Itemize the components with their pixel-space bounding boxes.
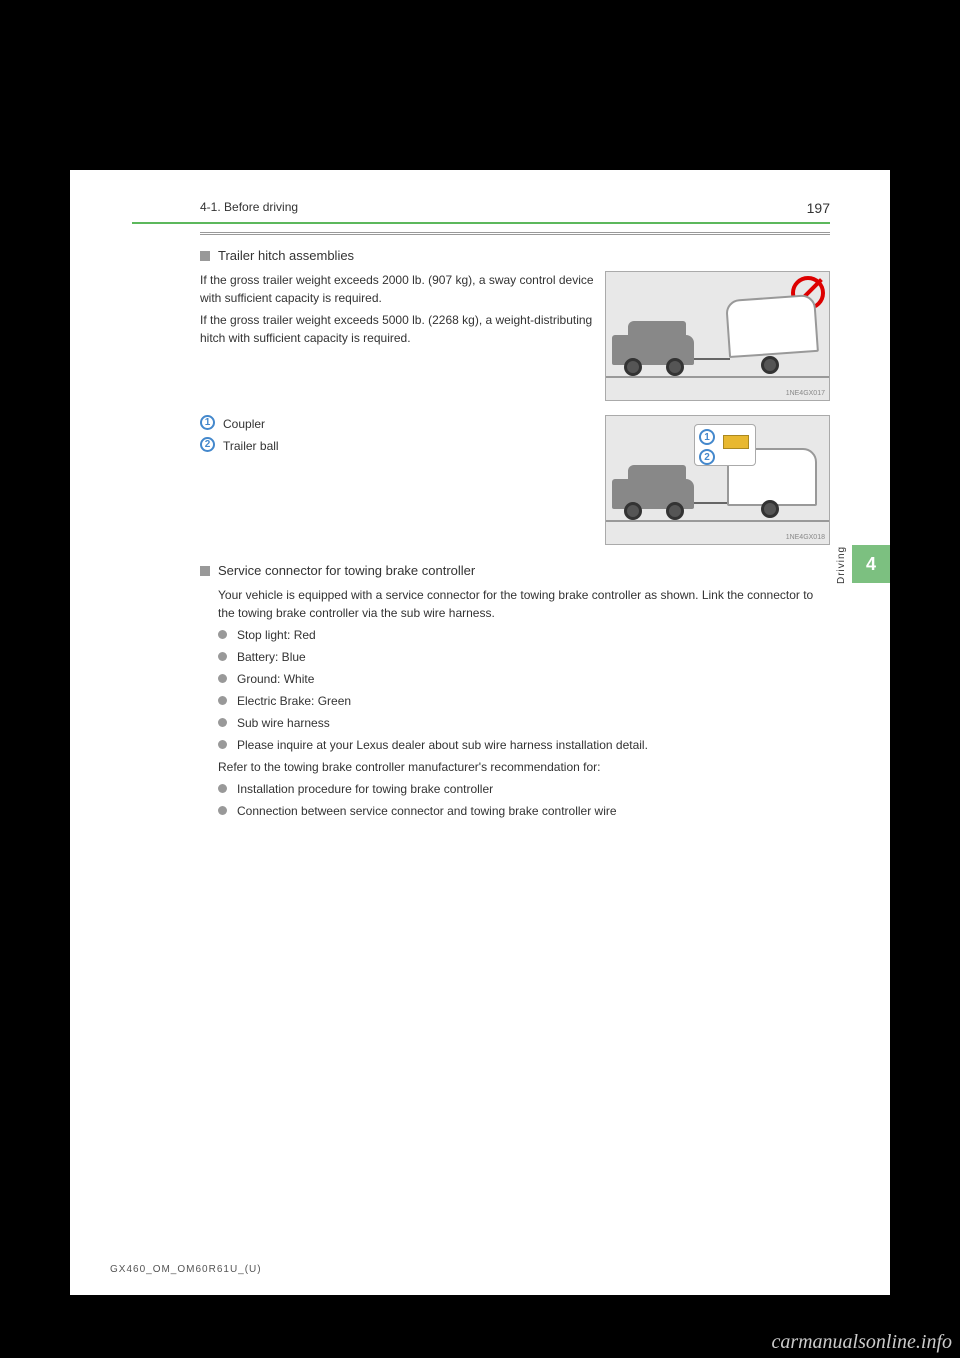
circle-number-icon: 1 [200, 415, 215, 430]
round-bullet-icon [218, 652, 227, 661]
callout-number-icon: 2 [699, 449, 715, 465]
diagram-label: 1NE4GX018 [786, 534, 825, 541]
section-1-row-2: 1 Coupler 2 Trailer ball [200, 415, 830, 551]
list-item: Installation procedure for towing brake … [218, 780, 830, 798]
vehicle-wheel [624, 358, 642, 376]
manual-page: 197 4-1. Before driving Trailer hitch as… [70, 170, 890, 1295]
paragraph: If the gross trailer weight exceeds 2000… [200, 271, 595, 307]
vehicle-wheel [666, 358, 684, 376]
square-bullet-icon [200, 251, 210, 261]
diagram-label: 1NE4GX017 [786, 390, 825, 397]
trailer-body [725, 294, 819, 358]
numbered-label: Trailer ball [223, 437, 279, 455]
round-bullet-icon [218, 630, 227, 639]
callout-bubble: 1 2 [694, 424, 756, 466]
list-item: Please inquire at your Lexus dealer abou… [218, 736, 830, 754]
round-bullet-icon [218, 674, 227, 683]
round-bullet-icon [218, 806, 227, 815]
list-item: Stop light: Red [218, 626, 830, 644]
list-item: Battery: Blue [218, 648, 830, 666]
paragraph: If the gross trailer weight exceeds 5000… [200, 311, 595, 347]
section-1-text-2: 1 Coupler 2 Trailer ball [200, 415, 595, 551]
page-number: 197 [807, 200, 830, 216]
footer-document-id: GX460_OM_OM60R61U_(U) [110, 1264, 262, 1275]
section-2-header: Service connector for towing brake contr… [200, 563, 830, 578]
round-bullet-icon [218, 718, 227, 727]
chapter-tab-label: Driving [836, 546, 847, 584]
bullet-text: Installation procedure for towing brake … [237, 780, 493, 798]
callout-number-icon: 1 [699, 429, 715, 445]
round-bullet-icon [218, 784, 227, 793]
diagram-hitch: 1 2 1NE4GX018 [605, 415, 830, 545]
breadcrumb: 4-1. Before driving [200, 200, 298, 214]
section-2-intro: Your vehicle is equipped with a service … [218, 586, 830, 622]
section-1-text-1: If the gross trailer weight exceeds 2000… [200, 271, 595, 407]
hitch-line [694, 358, 730, 360]
vehicle-roof [628, 321, 686, 335]
diagram-2-container: 1 2 1NE4GX018 [605, 415, 830, 551]
section-1-header: Trailer hitch assemblies [200, 248, 830, 263]
bullet-text: Ground: White [237, 670, 314, 688]
page-header: 197 4-1. Before driving [70, 200, 890, 230]
trailer-wheel [761, 500, 779, 518]
section-1-row-1: If the gross trailer weight exceeds 2000… [200, 271, 830, 407]
bullet-text: Electric Brake: Green [237, 692, 351, 710]
bullet-text: Battery: Blue [237, 648, 306, 666]
list-item: Ground: White [218, 670, 830, 688]
diagram-1-container: 1NE4GX017 [605, 271, 830, 407]
bullet-text: Please inquire at your Lexus dealer abou… [237, 736, 648, 754]
list-item: Sub wire harness [218, 714, 830, 732]
numbered-item-2: 2 Trailer ball [200, 437, 595, 455]
square-bullet-icon [200, 566, 210, 576]
hitch-coupler [723, 435, 749, 449]
numbered-label: Coupler [223, 415, 265, 433]
hitch-line [694, 502, 730, 504]
section-2-refer: Refer to the towing brake controller man… [218, 758, 830, 776]
list-item: Electric Brake: Green [218, 692, 830, 710]
header-double-rule [200, 232, 830, 235]
watermark: carmanualsonline.info [771, 1331, 952, 1354]
chapter-tab: 4 [852, 545, 890, 583]
bullet-text: Stop light: Red [237, 626, 316, 644]
section-1-title: Trailer hitch assemblies [218, 248, 354, 263]
bullet-text: Sub wire harness [237, 714, 330, 732]
vehicle-roof [628, 465, 686, 479]
ground-line [606, 376, 829, 378]
list-item: Connection between service connector and… [218, 802, 830, 820]
ground-line [606, 520, 829, 522]
circle-number-icon: 2 [200, 437, 215, 452]
round-bullet-icon [218, 696, 227, 705]
round-bullet-icon [218, 740, 227, 749]
section-2-title: Service connector for towing brake contr… [218, 563, 475, 578]
diagram-prohibited: 1NE4GX017 [605, 271, 830, 401]
vehicle-wheel [666, 502, 684, 520]
bullet-text: Connection between service connector and… [237, 802, 617, 820]
numbered-item-1: 1 Coupler [200, 415, 595, 433]
vehicle-wheel [624, 502, 642, 520]
header-accent-line [132, 222, 830, 224]
trailer-wheel [761, 356, 779, 374]
page-content: Trailer hitch assemblies If the gross tr… [200, 248, 830, 824]
